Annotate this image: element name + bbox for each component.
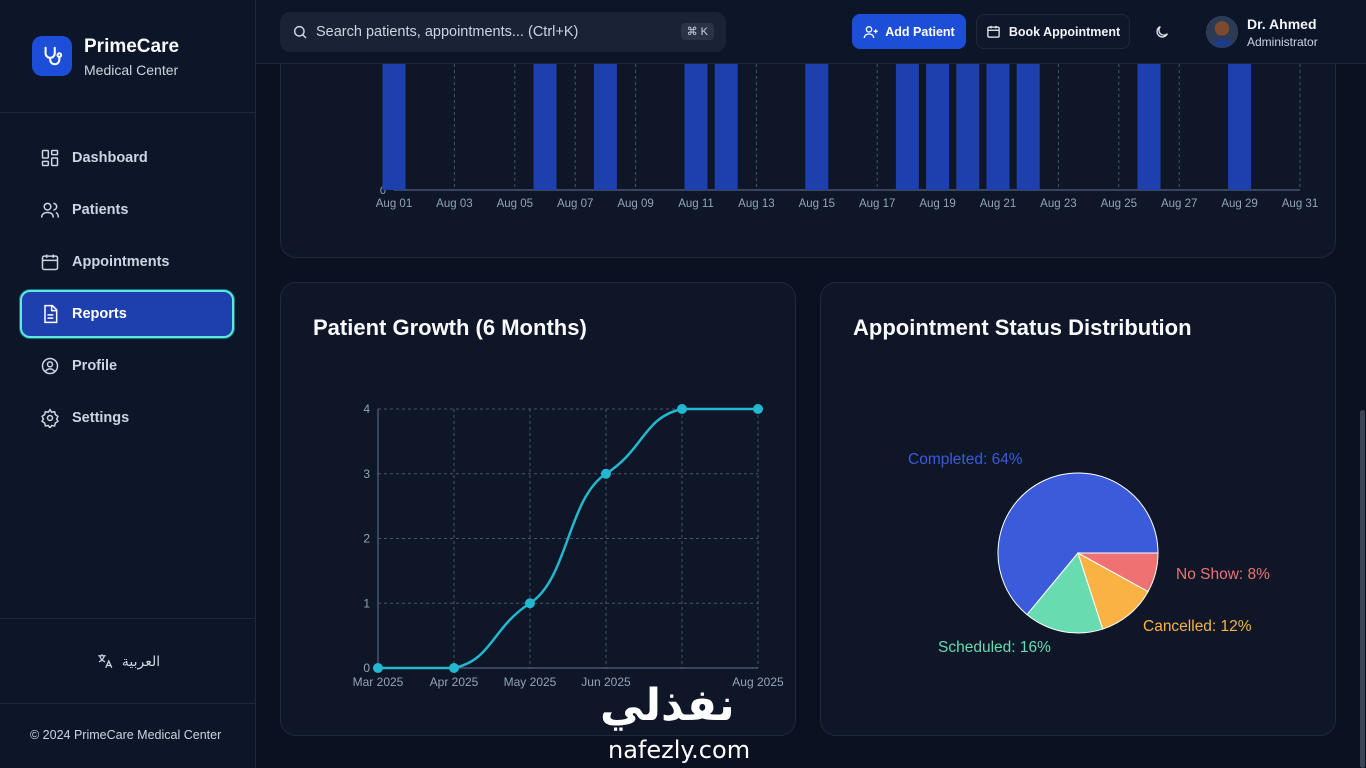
x-tick-label: Aug 17	[859, 198, 895, 210]
sidebar-nav: Dashboard Patients Appointments Reports …	[20, 134, 234, 446]
sidebar-item-label: Dashboard	[72, 150, 148, 166]
appointment-status-title: Appointment Status Distribution	[853, 315, 1192, 340]
x-tick-label: Mar 2025	[353, 675, 404, 689]
user-circle-icon	[41, 357, 59, 375]
pie-label: No Show: 8%	[1176, 566, 1270, 583]
x-tick-label: Aug 23	[1040, 198, 1076, 210]
book-appointment-label: Book Appointment	[1008, 24, 1121, 39]
user-name: Dr. Ahmed	[1247, 16, 1317, 32]
watermark-latin: nafezly.com	[608, 736, 751, 764]
sidebar-item-profile[interactable]: Profile	[20, 342, 234, 390]
pie-label: Scheduled: 16%	[938, 639, 1051, 656]
sidebar: PrimeCare Medical Center Dashboard Patie…	[0, 0, 256, 768]
language-toggle[interactable]: العربية	[0, 618, 256, 704]
y-tick-label: 0	[380, 185, 386, 197]
sidebar-item-patients[interactable]: Patients	[20, 186, 234, 234]
pie-label: Completed: 64%	[908, 451, 1023, 468]
book-appointment-button[interactable]: Book Appointment	[976, 14, 1130, 49]
translate-icon	[98, 654, 113, 669]
search-shortcut: ⌘ K	[680, 23, 714, 40]
calendar-icon	[987, 25, 1000, 38]
search-icon	[293, 25, 307, 39]
appointment-status-card: Appointment Status Distribution Complete…	[820, 282, 1336, 736]
watermark: نفذلي nafezly.com	[600, 680, 770, 768]
sidebar-item-appointments[interactable]: Appointments	[20, 238, 234, 286]
top-header: Search patients, appointments... (Ctrl+K…	[256, 0, 1366, 64]
stethoscope-icon	[32, 36, 72, 76]
y-tick-label: 0	[363, 661, 370, 675]
avatar[interactable]	[1206, 16, 1238, 48]
brand-name: PrimeCare	[84, 36, 180, 57]
theme-toggle[interactable]	[1150, 20, 1174, 44]
brand-subtitle: Medical Center	[84, 62, 179, 78]
sidebar-item-label: Profile	[72, 358, 118, 374]
x-tick-label: Aug 05	[497, 198, 533, 210]
x-tick-label: Aug 21	[980, 198, 1016, 210]
add-patient-label: Add Patient	[885, 24, 955, 39]
sidebar-item-reports[interactable]: Reports	[20, 290, 234, 338]
document-icon	[44, 304, 58, 324]
sidebar-item-label: Reports	[72, 306, 127, 322]
data-point	[753, 404, 763, 414]
calendar-icon	[41, 254, 59, 271]
user-role: Administrator	[1247, 35, 1318, 49]
data-point	[373, 663, 383, 673]
y-tick-label: 2	[363, 532, 370, 546]
x-tick-label: Aug 27	[1161, 198, 1197, 210]
x-tick-label: Aug 13	[738, 198, 774, 210]
add-patient-button[interactable]: Add Patient	[852, 14, 966, 49]
patient-growth-card: Patient Growth (6 Months) 0 1 2 3 4 Mar 2025 A…	[280, 282, 796, 736]
y-tick-label: 1	[363, 596, 370, 610]
patient-growth-chart: 0 1 2 3 4 Mar 2025 Apr 2025 May 2025 Jun 2025 Aug…	[353, 402, 784, 689]
patient-growth-title: Patient Growth (6 Months)	[313, 315, 587, 340]
copyright: © 2024 PrimeCare Medical Center	[30, 728, 222, 742]
x-tick-label: Aug 09	[617, 198, 653, 210]
sidebar-item-settings[interactable]: Settings	[20, 394, 234, 442]
pie-slice	[1077, 551, 1149, 630]
x-tick-label: Aug 15	[799, 198, 835, 210]
users-icon	[40, 202, 60, 218]
data-point	[449, 663, 459, 673]
brand: PrimeCare Medical Center	[0, 0, 256, 113]
sidebar-item-label: Settings	[72, 410, 130, 426]
pie-slice	[997, 472, 1159, 616]
data-point	[677, 404, 687, 414]
gear-icon	[41, 408, 59, 428]
x-tick-label: Aug 29	[1221, 198, 1257, 210]
x-tick-label: Aug 11	[678, 198, 714, 210]
pie-label: Cancelled: 12%	[1143, 618, 1252, 635]
sidebar-item-label: Patients	[72, 202, 129, 218]
x-tick-label: Aug 2025	[732, 675, 784, 689]
sidebar-item-dashboard[interactable]: Dashboard	[20, 134, 234, 182]
x-tick-label: Jun 2025	[581, 675, 631, 689]
x-tick-label: May 2025	[504, 675, 557, 689]
data-point	[601, 468, 611, 479]
y-tick-label: 3	[363, 467, 370, 481]
x-tick-label: Apr 2025	[430, 675, 479, 689]
x-tick-label: Aug 01	[376, 198, 412, 210]
dashboard-icon	[41, 149, 59, 167]
search-bar[interactable]: Search patients, appointments... (Ctrl+K…	[280, 12, 726, 52]
sidebar-item-label: Appointments	[72, 254, 170, 270]
data-point	[525, 598, 535, 609]
moon-icon	[1156, 26, 1168, 38]
x-tick-label: Aug 19	[919, 198, 955, 210]
x-tick-label: Aug 03	[436, 198, 472, 210]
pie-slice	[1026, 551, 1104, 634]
scrollbar-thumb[interactable]	[1360, 410, 1365, 768]
appointment-status-chart: Completed: 64% Scheduled: 16% Cancelled: 1…	[908, 451, 1270, 656]
pie-slice	[1077, 552, 1159, 593]
user-plus-icon	[863, 25, 878, 38]
watermark-arabic: نفذلي	[600, 681, 735, 730]
y-tick-label: 4	[363, 402, 370, 416]
language-label: العربية	[121, 652, 161, 669]
x-tick-label: Aug 31	[1282, 198, 1318, 210]
x-tick-label: Aug 25	[1101, 198, 1137, 210]
x-tick-label: Aug 07	[557, 198, 593, 210]
search-input[interactable]: Search patients, appointments... (Ctrl+K…	[316, 24, 579, 40]
